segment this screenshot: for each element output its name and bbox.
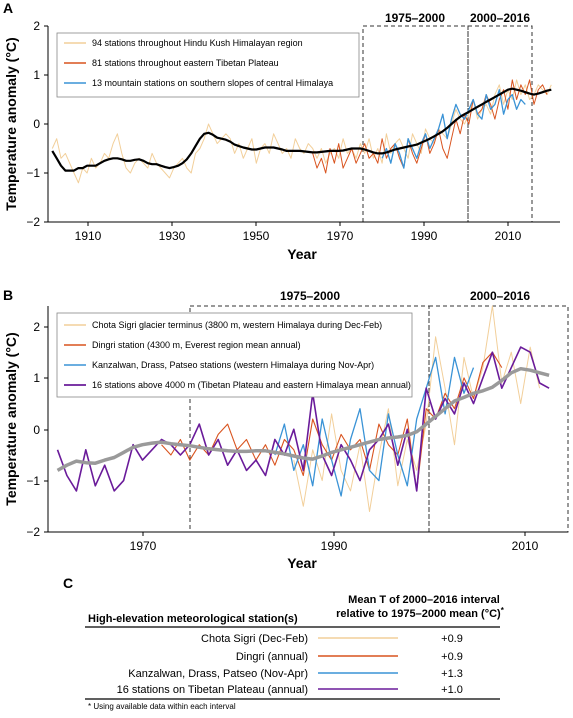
table-station-name: Kanzalwan, Drass, Patseo (Nov-Apr) [128,668,308,680]
panel-a-y-ticks: 2 1 0 −1 −2 [26,19,48,229]
panel-a-period-label-2: 2000–2016 [470,11,530,25]
panel-a-y-tick-label: 1 [33,68,40,82]
legend-label: 13 mountain stations on southern slopes … [92,78,333,88]
table-station-name: 16 stations on Tibetan Plateau (annual) [117,684,308,696]
table-footnote: * Using available data within each inter… [88,702,236,711]
panel-b-x-ticks: 1970 1990 2010 [130,532,539,553]
table-row: Dingri (annual) +0.9 [236,651,463,663]
legend-label: 16 stations above 4000 m (Tibetan Platea… [92,380,411,390]
series-line-smooth [51,87,552,172]
table-station-name: Dingri (annual) [236,651,308,663]
panel-a-x-tick-label: 1950 [243,229,270,243]
table-header-mean-line1: Mean T of 2000–2016 interval [348,594,500,606]
series-line-smooth [56,366,550,472]
panel-c: C High-elevation meteorological station(… [63,575,505,711]
series-line-himalaya [381,89,526,169]
panel-a-y-tick-label: −2 [26,215,40,229]
legend-label: 94 stations throughout Hindu Kush Himala… [92,38,303,48]
panel-c-letter: C [63,575,73,591]
table-row: Chota Sigri (Dec-Feb) +0.9 [201,633,463,645]
panel-b-period-label-1: 1975–2000 [280,289,340,303]
panel-a-y-tick-label: 0 [33,117,40,131]
panel-b-y-tick-label: −2 [26,525,40,539]
series-line-chota [293,305,541,512]
panel-b-y-axis-title: Temperature anomaly (°C) [3,332,19,505]
table-header-mean-line2: relative to 1975–2000 mean (°C)* [336,606,505,620]
table-row: Kanzalwan, Drass, Patseo (Nov-Apr) +1.3 [128,668,463,680]
panel-a-plot-area [51,79,552,184]
panel-b-plot-area [56,305,550,512]
table-value: +1.0 [441,684,463,696]
table-value: +0.9 [441,633,463,645]
panel-a-x-axis-title: Year [287,246,317,262]
panel-b-y-tick-label: 0 [33,423,40,437]
series-line-kanz [274,356,475,497]
panel-a-x-tick-label: 1910 [75,229,102,243]
series-line-tib16 [56,346,550,492]
panel-a-x-tick-label: 1930 [159,229,186,243]
panel-a-period-box-2000-2016 [467,25,533,223]
legend-label: Chota Sigri glacier terminus (3800 m, we… [92,320,382,330]
table-value: +1.3 [441,668,463,680]
panel-b-x-tick-label: 2010 [512,539,539,553]
table-row: 16 stations on Tibetan Plateau (annual) … [117,684,463,696]
panel-b: B 1975–2000 2000–2016 2 1 0 −1 −2 1970 1… [3,287,569,571]
panel-a-x-ticks: 1910 1930 1950 1970 1990 2010 [75,222,522,243]
panel-b-y-ticks: 2 1 0 −1 −2 [26,320,48,539]
panel-b-y-tick-label: 2 [33,320,40,334]
panel-b-letter: B [3,287,13,303]
panel-b-x-axis-title: Year [287,555,317,571]
panel-a-x-tick-label: 1990 [411,229,438,243]
panel-b-x-tick-label: 1990 [321,539,348,553]
panel-b-y-tick-label: 1 [33,371,40,385]
panel-b-legend: Chota Sigri glacier terminus (3800 m, we… [56,312,413,398]
panel-a-x-tick-label: 2010 [495,229,522,243]
legend-label: Dingri station (4300 m, Everest region m… [92,340,301,350]
legend-label: 81 stations throughout eastern Tibetan P… [92,58,279,68]
panel-b-period-label-2: 2000–2016 [470,289,530,303]
panel-a-y-tick-label: −1 [26,166,40,180]
table-station-name: Chota Sigri (Dec-Feb) [201,633,308,645]
panel-a-period-label-1: 1975–2000 [385,11,445,25]
panel-a-legend: 94 stations throughout Hindu Kush Himala… [56,32,360,98]
panel-a: A 1975–2000 2000–2016 2 1 0 −1 −2 [3,0,560,262]
table-header-station: High-elevation meteorological station(s) [88,613,298,625]
panel-b-y-tick-label: −1 [26,474,40,488]
legend-label: Kanzalwan, Drass, Patseo stations (weste… [92,360,374,370]
panel-b-x-tick-label: 1970 [130,539,157,553]
panel-a-x-tick-label: 1970 [327,229,354,243]
panel-a-y-axis-title: Temperature anomaly (°C) [3,37,19,210]
table-value: +0.9 [441,651,463,663]
panel-a-y-tick-label: 2 [33,19,40,33]
panel-a-letter: A [3,0,13,16]
